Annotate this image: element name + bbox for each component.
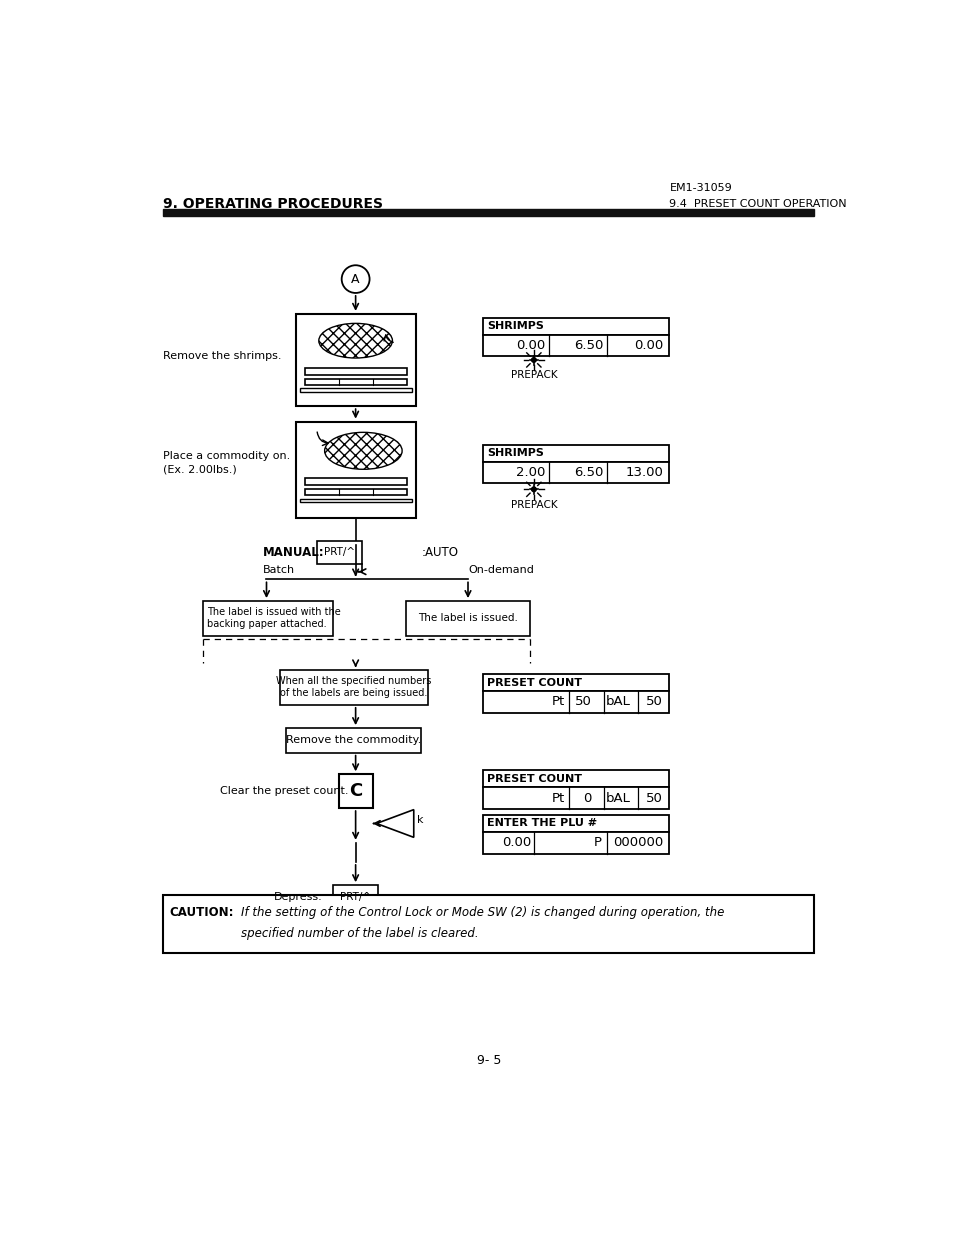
Bar — [163, 895, 814, 953]
Text: The label is issued with the: The label is issued with the — [207, 606, 340, 616]
Text: Batch: Batch — [262, 566, 294, 576]
Bar — [316, 541, 361, 564]
Text: P: P — [593, 836, 600, 850]
Bar — [305, 489, 406, 495]
Text: 9.4  PRESET COUNT OPERATION: 9.4 PRESET COUNT OPERATION — [669, 199, 846, 209]
Text: PRESET COUNT: PRESET COUNT — [487, 678, 581, 688]
Polygon shape — [376, 810, 414, 837]
Bar — [483, 692, 669, 713]
Text: Pt: Pt — [551, 695, 564, 709]
Bar — [295, 421, 416, 517]
Bar — [483, 771, 669, 787]
Text: 50: 50 — [575, 695, 592, 709]
Text: 2.00: 2.00 — [516, 466, 545, 479]
Text: 6.50: 6.50 — [574, 466, 603, 479]
Bar — [483, 815, 669, 832]
Bar — [338, 774, 373, 808]
Text: Clear the preset count.: Clear the preset count. — [220, 787, 348, 797]
Text: A: A — [351, 273, 359, 285]
Bar — [305, 478, 406, 485]
Bar — [163, 209, 814, 216]
Bar — [483, 335, 669, 356]
Bar — [305, 379, 406, 385]
Text: On-demand: On-demand — [468, 566, 534, 576]
Text: 0.00: 0.00 — [516, 338, 545, 352]
Text: PRT/^: PRT/^ — [323, 547, 355, 557]
Text: Remove the commodity.: Remove the commodity. — [286, 735, 421, 746]
Text: :AUTO: :AUTO — [421, 546, 458, 559]
Text: C: C — [349, 782, 362, 800]
Text: 50: 50 — [646, 792, 662, 804]
Text: backing paper attached.: backing paper attached. — [207, 619, 326, 629]
Text: PREPACK: PREPACK — [510, 370, 557, 380]
Bar — [280, 671, 427, 705]
Text: 13.00: 13.00 — [625, 466, 662, 479]
Text: SHRIMPS: SHRIMPS — [487, 448, 543, 458]
Bar — [483, 674, 669, 692]
Text: k: k — [416, 815, 423, 825]
Text: When all the specified numbers: When all the specified numbers — [276, 676, 432, 685]
Bar — [483, 832, 669, 853]
Circle shape — [531, 487, 536, 492]
Circle shape — [531, 358, 536, 362]
Bar — [286, 727, 421, 752]
Text: 0.00: 0.00 — [634, 338, 662, 352]
Bar — [203, 601, 333, 636]
Bar — [406, 601, 530, 636]
Text: specified number of the label is cleared.: specified number of the label is cleared… — [241, 927, 478, 940]
Bar — [483, 787, 669, 809]
Bar — [305, 368, 406, 375]
Text: PRESET COUNT: PRESET COUNT — [487, 774, 581, 784]
Text: bAL: bAL — [605, 792, 630, 804]
Text: CAUTION:: CAUTION: — [170, 905, 233, 919]
Text: Place a commodity on.: Place a commodity on. — [163, 451, 291, 461]
Bar — [299, 389, 412, 393]
Text: 6.50: 6.50 — [574, 338, 603, 352]
Bar — [333, 885, 377, 908]
Text: ENTER THE PLU #: ENTER THE PLU # — [487, 819, 597, 829]
Text: Remove the shrimps.: Remove the shrimps. — [163, 351, 282, 361]
Text: 000000: 000000 — [613, 836, 662, 850]
Circle shape — [341, 266, 369, 293]
Text: 9- 5: 9- 5 — [476, 1055, 500, 1067]
Text: 9. OPERATING PROCEDURES: 9. OPERATING PROCEDURES — [163, 196, 383, 211]
Text: EM1-31059: EM1-31059 — [669, 183, 732, 193]
Text: SHRIMPS: SHRIMPS — [487, 321, 543, 331]
Text: PRT/^: PRT/^ — [339, 892, 371, 902]
Text: PREPACK: PREPACK — [510, 500, 557, 510]
Bar — [483, 317, 669, 335]
Text: Depress:: Depress: — [274, 892, 323, 902]
Text: bAL: bAL — [605, 695, 630, 709]
Text: (Ex. 2.00lbs.): (Ex. 2.00lbs.) — [163, 464, 237, 474]
Bar — [299, 499, 412, 503]
Text: of the labels are being issued.: of the labels are being issued. — [280, 688, 427, 698]
Bar — [483, 462, 669, 483]
Text: 0.00: 0.00 — [502, 836, 531, 850]
Text: 50: 50 — [646, 695, 662, 709]
Text: If the setting of the Control Lock or Mode SW (2) is changed during operation, t: If the setting of the Control Lock or Mo… — [241, 905, 723, 919]
Text: The label is issued.: The label is issued. — [417, 614, 517, 624]
Bar — [483, 445, 669, 462]
Text: Pt: Pt — [551, 792, 564, 804]
Text: MANUAL:: MANUAL: — [262, 546, 324, 559]
Text: 0: 0 — [583, 792, 592, 804]
Bar — [295, 314, 416, 406]
